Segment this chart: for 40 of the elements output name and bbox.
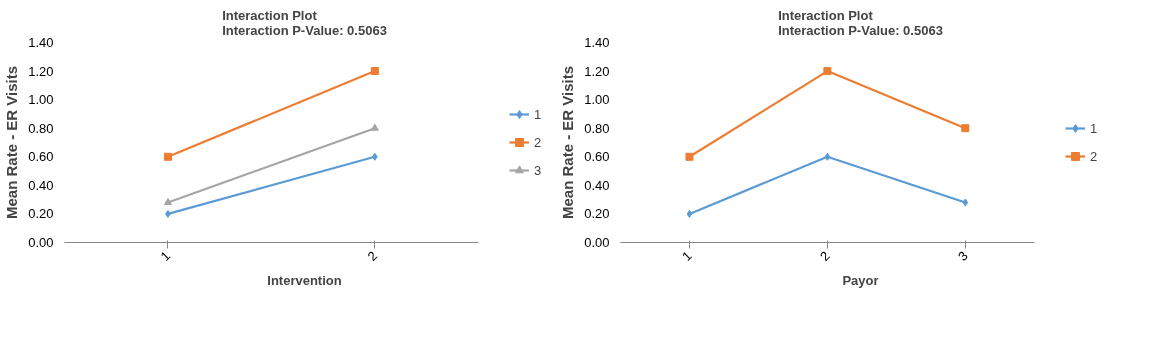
legend-label: 1 [1090,120,1099,136]
y-tick-label: 0.80 [584,120,610,136]
y-tick-label: 0.60 [28,149,54,165]
chart-title: Interaction Plot Interaction P-Value: 0.5063 [778,7,943,38]
y-tick-label: 0.40 [584,177,610,193]
x-tick-label: 3 [954,248,971,264]
point [686,209,693,218]
y-tick-label: 1.20 [28,63,54,79]
legend-label: 3 [534,162,543,178]
legend-label: 2 [534,134,543,150]
point [685,152,694,161]
legend-label: 2 [1090,148,1099,164]
point [823,67,832,76]
y-tick-label: 0.00 [584,235,610,250]
y-tick-label: 1.00 [584,92,610,108]
y-tick-label: 0.60 [584,149,610,165]
y-tick-label: 1.00 [28,92,54,108]
x-axis-title: Payor [842,272,879,288]
x-tick-label: 2 [364,248,381,264]
x-axis-title: Intervention [267,272,342,288]
point [962,198,969,207]
y-axis-title: Mean Rate - ER Visits [559,65,577,220]
point [163,152,172,161]
x-tick-label: 1 [679,248,695,264]
y-tick-label: 1.20 [584,63,610,79]
x-tick-label: 1 [157,248,174,264]
legend-label: 1 [534,106,543,122]
x-tick-label: 2 [816,248,833,264]
point [961,124,970,133]
point [370,67,379,76]
y-tick-label: 0.00 [28,235,54,250]
y-tick-label: 0.80 [28,120,54,136]
point [824,152,831,161]
y-tick-label: 0.20 [28,206,54,222]
y-tick-label: 0.40 [28,177,54,193]
y-axis-title: Mean Rate - ER Visits [3,65,21,220]
y-tick-label: 1.40 [584,35,610,50]
y-tick-label: 0.20 [584,206,610,222]
y-tick-label: 1.40 [28,35,54,50]
chart-title: Interaction Plot Interaction P-Value: 0.5063 [222,7,387,38]
